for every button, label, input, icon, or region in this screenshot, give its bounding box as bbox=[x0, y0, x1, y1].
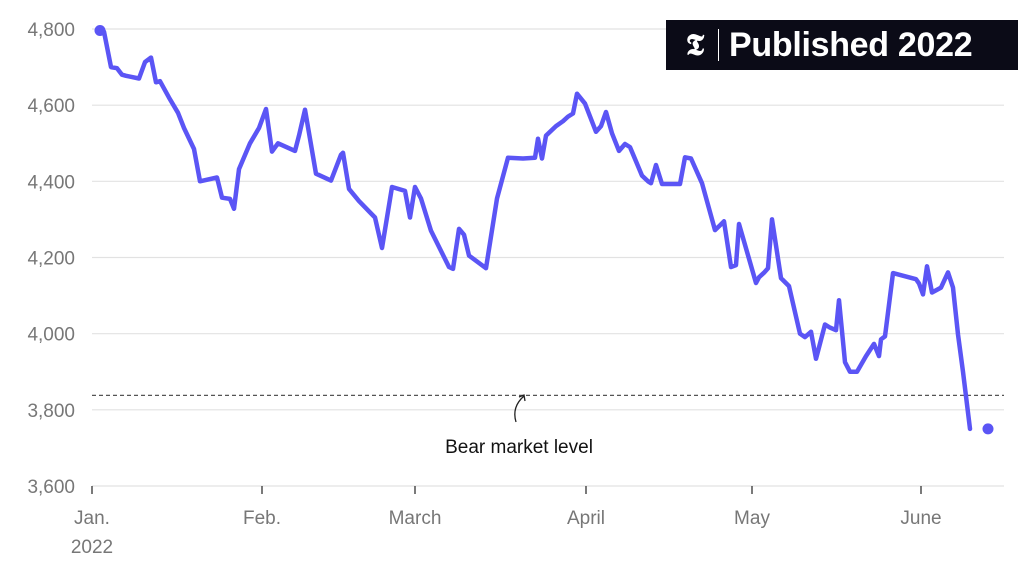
gridlines bbox=[92, 28, 1004, 487]
y-axis-labels: 3,600 3,800 4,000 4,200 4,400 4,600 4,800 bbox=[27, 20, 75, 498]
nyt-logo-icon: 𝕿 bbox=[685, 27, 705, 63]
y-tick-label: 3,600 bbox=[27, 477, 75, 498]
y-tick-label: 4,000 bbox=[27, 325, 75, 346]
x-tick-label: April bbox=[567, 508, 605, 529]
badge-divider bbox=[718, 29, 719, 61]
annotation-arrow-icon bbox=[514, 394, 526, 423]
series-line bbox=[97, 28, 973, 432]
x-tick-label: May bbox=[734, 508, 770, 529]
x-tick-label: 2022 bbox=[71, 537, 113, 558]
x-tick-label: Feb. bbox=[243, 508, 281, 529]
y-tick-label: 4,200 bbox=[27, 249, 75, 270]
badge-label: Published 2022 bbox=[729, 25, 973, 64]
published-badge: 𝕿 Published 2022 bbox=[666, 20, 1018, 70]
x-tick-label: March bbox=[389, 508, 442, 529]
y-tick-label: 4,600 bbox=[27, 96, 75, 117]
end-point-marker bbox=[982, 423, 994, 435]
x-tick-label: Jan. bbox=[74, 508, 110, 529]
x-axis: Jan. 2022 Feb. March April May June bbox=[71, 486, 942, 558]
x-tick-label: June bbox=[900, 508, 941, 529]
y-tick-label: 3,800 bbox=[27, 401, 75, 422]
y-tick-label: 4,400 bbox=[27, 172, 75, 193]
start-point-marker bbox=[94, 25, 106, 37]
annotation-label: Bear market level bbox=[445, 437, 593, 458]
y-tick-label: 4,800 bbox=[27, 20, 75, 41]
